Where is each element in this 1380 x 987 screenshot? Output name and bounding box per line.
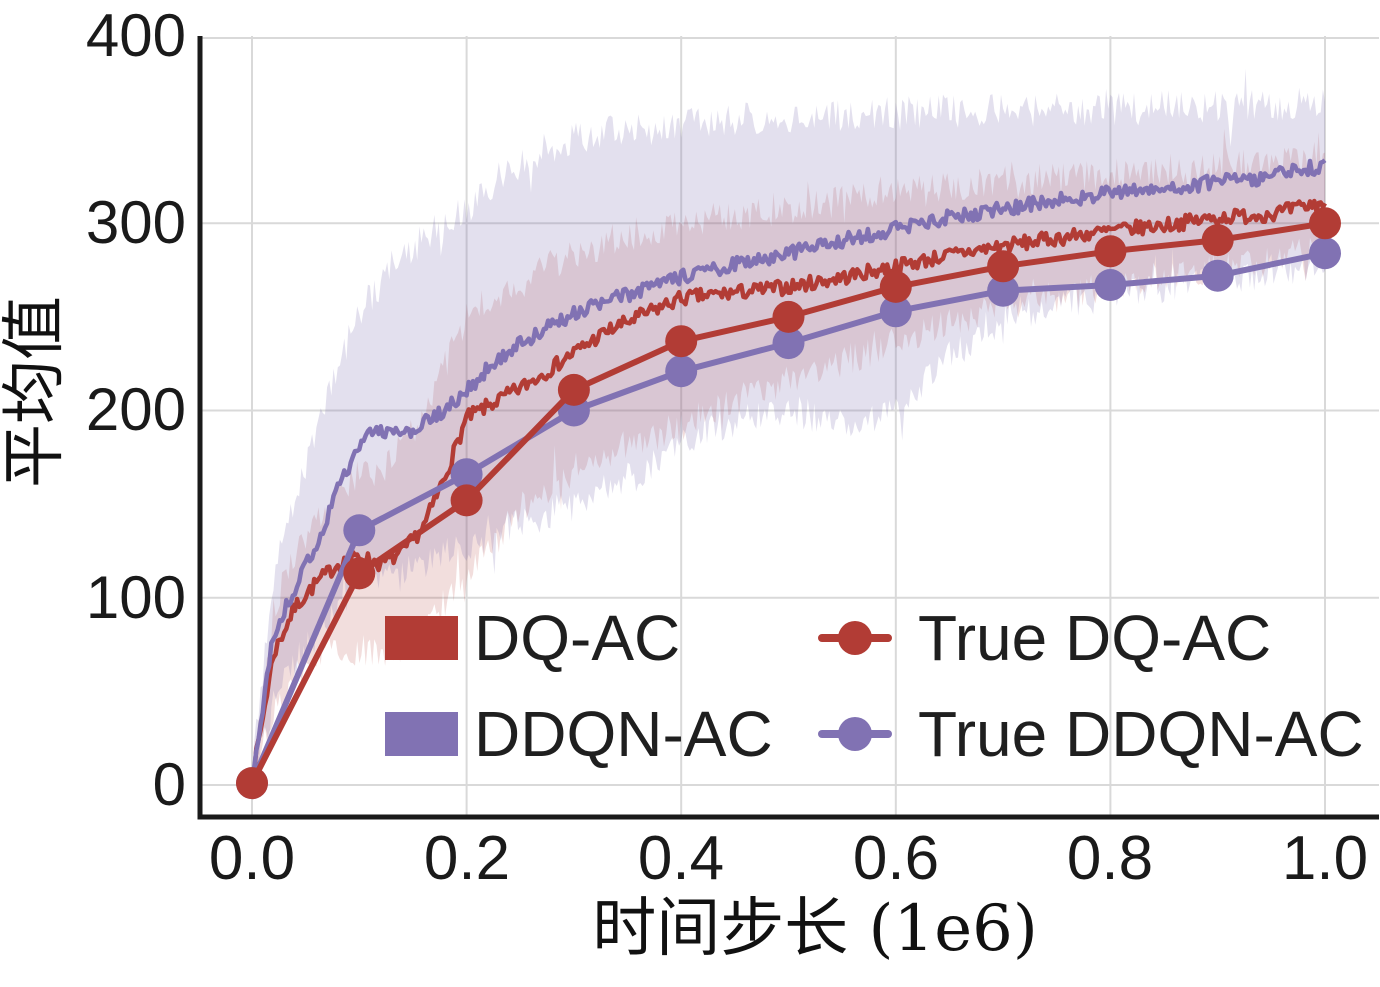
true-dq-ac-marker-1 bbox=[343, 557, 376, 590]
legend-marker-true-dq-ac-icon bbox=[818, 604, 892, 672]
true-dq-ac-marker-8 bbox=[1094, 235, 1127, 268]
true-dq-ac-marker-3 bbox=[557, 373, 590, 406]
ddqn-ac-mean-line bbox=[249, 158, 1327, 779]
true-ddqn-ac-marker-1 bbox=[343, 514, 376, 547]
y-tick-400: 400 bbox=[85, 2, 186, 69]
dq-ac-mean-line bbox=[249, 198, 1327, 789]
x-tick-0.0: 0.0 bbox=[208, 824, 296, 893]
true-dq-ac-marker-0 bbox=[236, 767, 268, 800]
legend-label-true-ddqn-ac: True DDQN-AC bbox=[918, 698, 1364, 770]
true-dq-ac-marker-10 bbox=[1309, 207, 1341, 240]
true-dq-ac-marker-2 bbox=[450, 484, 483, 517]
true-ddqn-ac-marker-4 bbox=[665, 355, 698, 388]
true-dq-ac-marker-5 bbox=[772, 300, 805, 333]
legend-label-dq-ac: DQ-AC bbox=[474, 602, 681, 674]
y-axis-label: 平均值 bbox=[0, 296, 72, 488]
y-tick-300: 300 bbox=[85, 189, 186, 256]
legend-label-ddqn-ac: DDQN-AC bbox=[474, 698, 773, 770]
x-tick-0.6: 0.6 bbox=[852, 824, 940, 893]
x-tick-1.0: 1.0 bbox=[1281, 824, 1369, 893]
ddqn-ac-band-area bbox=[252, 68, 1325, 786]
legend-entry-true-dq-ac: True DQ-AC bbox=[818, 604, 1271, 672]
legend-label-true-dq-ac: True DQ-AC bbox=[918, 602, 1272, 674]
true-dq-ac-marker-7 bbox=[987, 250, 1020, 283]
x-axis-label: 时间步长 (1e6) bbox=[592, 892, 1038, 966]
legend-marker-dot bbox=[838, 717, 872, 751]
dq-ac-band-area bbox=[252, 128, 1325, 795]
x-tick-0.4: 0.4 bbox=[637, 824, 725, 893]
true-dq-ac-marker-9 bbox=[1201, 224, 1234, 257]
true-ddqn-ac-marker-2 bbox=[450, 458, 483, 491]
y-tick-0: 0 bbox=[152, 751, 186, 818]
true-ddqn-ac-marker-7 bbox=[987, 274, 1020, 307]
legend-marker-true-ddqn-ac-icon bbox=[818, 700, 892, 768]
legend-swatch-ddqn-ac bbox=[385, 712, 458, 756]
true-ddqn-ac-marker-8 bbox=[1094, 269, 1127, 301]
true-dq-ac-marker-6 bbox=[879, 270, 912, 303]
x-tick-0.2: 0.2 bbox=[423, 824, 511, 893]
true-ddqn-ac-marker-10 bbox=[1309, 237, 1341, 270]
legend-entry-dq-ac: DQ-AC bbox=[385, 604, 680, 672]
true-ddqn-ac-marker-6 bbox=[879, 295, 912, 328]
y-tick-200: 200 bbox=[85, 376, 186, 443]
true-dq-ac-marker-4 bbox=[665, 325, 698, 358]
true-ddqn-ac-marker-5 bbox=[772, 327, 805, 360]
y-tick-100: 100 bbox=[85, 564, 186, 631]
true-ddqn-ac-marker-9 bbox=[1201, 259, 1234, 292]
legend-entry-ddqn-ac: DDQN-AC bbox=[385, 700, 773, 768]
legend-marker-dot bbox=[838, 621, 872, 655]
legend-swatch-dq-ac bbox=[385, 616, 458, 660]
x-tick-0.8: 0.8 bbox=[1066, 824, 1154, 893]
legend-entry-true-ddqn-ac: True DDQN-AC bbox=[818, 700, 1364, 768]
